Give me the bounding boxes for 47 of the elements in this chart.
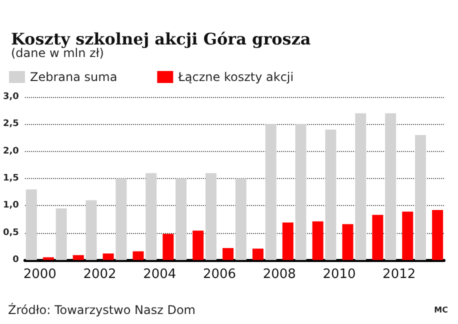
bar <box>402 212 414 260</box>
bar <box>86 200 97 260</box>
text: Źródło: Towarzystwo Nasz Dom <box>8 302 196 317</box>
y-tick-label: 0,5 <box>2 228 19 238</box>
legend-label: Zebrana suma <box>30 70 118 84</box>
y-tick-label: 2,5 <box>2 119 19 130</box>
x-tick-label: 2000 <box>23 267 56 282</box>
chart-title: Koszty szkolnej akcji Góra grosza <box>11 30 311 48</box>
text: MC <box>434 306 448 314</box>
legend-label: Łączne koszty akcji <box>177 70 294 84</box>
bar <box>72 255 84 260</box>
bar <box>415 135 426 260</box>
y-tick-label: 2,0 <box>2 146 19 156</box>
bar <box>116 178 127 260</box>
y-tick-label: 1,5 <box>2 174 19 184</box>
bar <box>265 124 276 260</box>
bar <box>252 248 264 260</box>
bar <box>192 230 204 260</box>
bar <box>432 210 444 260</box>
bar <box>355 113 366 260</box>
bar <box>176 178 187 260</box>
x-tick-label: 2004 <box>143 267 176 282</box>
bar <box>295 124 306 260</box>
bar <box>56 208 67 260</box>
bar <box>205 173 216 260</box>
bar <box>162 234 174 260</box>
x-tick-label: 2008 <box>262 267 296 282</box>
bar <box>222 248 234 260</box>
x-tick-label: 2012 <box>382 267 416 282</box>
bar <box>146 173 157 260</box>
bar <box>235 178 246 260</box>
x-tick-label: 2002 <box>83 267 116 282</box>
y-tick-label: 3,0 <box>2 92 19 102</box>
bar <box>312 221 324 260</box>
y-tick-label: 1,0 <box>2 200 19 211</box>
bar <box>102 253 114 260</box>
bar <box>372 214 384 260</box>
bar <box>325 130 336 260</box>
y-tick-label: 0 <box>12 255 19 265</box>
x-tick-label: 2010 <box>322 267 356 282</box>
x-tick-label: 2006 <box>202 267 236 282</box>
bar <box>132 251 144 260</box>
bar <box>42 257 54 260</box>
bar <box>342 224 354 260</box>
bar <box>385 113 396 260</box>
bar <box>282 222 294 260</box>
bar <box>26 189 37 260</box>
